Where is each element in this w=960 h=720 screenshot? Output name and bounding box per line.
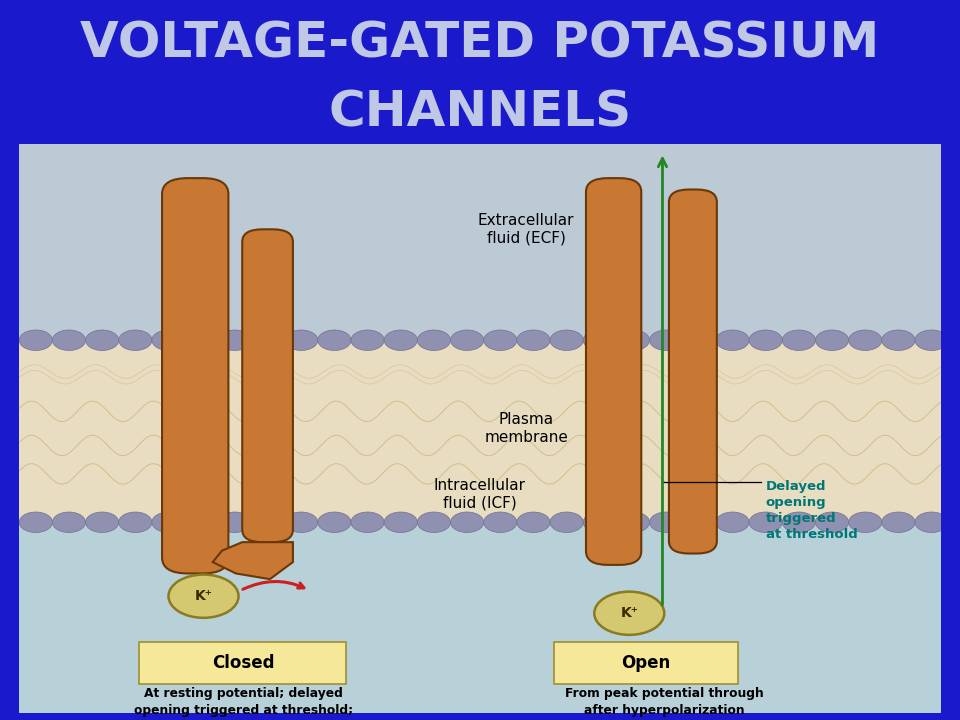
Circle shape: [650, 330, 683, 351]
Circle shape: [749, 512, 782, 533]
Circle shape: [119, 330, 152, 351]
Circle shape: [915, 512, 948, 533]
Circle shape: [185, 512, 218, 533]
Bar: [19, 144, 941, 341]
Text: Open: Open: [621, 654, 670, 672]
Circle shape: [384, 512, 418, 533]
Circle shape: [650, 512, 683, 533]
Circle shape: [915, 330, 948, 351]
Polygon shape: [213, 542, 293, 579]
Circle shape: [218, 512, 252, 533]
Circle shape: [584, 512, 616, 533]
Circle shape: [484, 512, 516, 533]
Circle shape: [53, 512, 85, 533]
Circle shape: [683, 330, 716, 351]
Circle shape: [19, 330, 53, 351]
Text: Delayed
opening
triggered
at threshold: Delayed opening triggered at threshold: [766, 480, 857, 541]
Bar: [19, 522, 941, 713]
Circle shape: [849, 330, 882, 351]
Text: From peak potential through
after hyperpolarization
(+30 mV to –80 mV): From peak potential through after hyperp…: [564, 687, 764, 720]
Text: Closed: Closed: [212, 654, 275, 672]
PathPatch shape: [162, 178, 228, 573]
Circle shape: [683, 512, 716, 533]
Circle shape: [169, 575, 238, 618]
Circle shape: [594, 592, 664, 635]
Text: Extracellular
fluid (ECF): Extracellular fluid (ECF): [478, 213, 574, 246]
Circle shape: [815, 330, 849, 351]
Text: Plasma
membrane: Plasma membrane: [484, 412, 568, 444]
Circle shape: [284, 330, 318, 351]
Circle shape: [749, 330, 782, 351]
Text: K⁺: K⁺: [195, 589, 212, 603]
Text: CHANNELS: CHANNELS: [328, 89, 632, 136]
Circle shape: [516, 512, 550, 533]
Circle shape: [218, 330, 252, 351]
Text: VOLTAGE-GATED POTASSIUM: VOLTAGE-GATED POTASSIUM: [81, 19, 879, 67]
Circle shape: [418, 512, 450, 533]
Circle shape: [550, 330, 584, 351]
Circle shape: [716, 330, 749, 351]
Circle shape: [119, 512, 152, 533]
Circle shape: [185, 330, 218, 351]
FancyBboxPatch shape: [139, 642, 347, 684]
Circle shape: [351, 512, 384, 533]
Circle shape: [584, 330, 616, 351]
Text: At resting potential; delayed
opening triggered at threshold;
remains closed to : At resting potential; delayed opening tr…: [130, 687, 356, 720]
Circle shape: [616, 330, 650, 351]
Circle shape: [252, 330, 284, 351]
Circle shape: [450, 330, 484, 351]
Circle shape: [384, 330, 418, 351]
Circle shape: [418, 330, 450, 351]
Circle shape: [484, 330, 516, 351]
Bar: [19, 341, 941, 522]
FancyBboxPatch shape: [554, 642, 738, 684]
Circle shape: [152, 512, 185, 533]
Circle shape: [882, 330, 915, 351]
Circle shape: [782, 512, 815, 533]
Circle shape: [782, 330, 815, 351]
Circle shape: [19, 512, 53, 533]
Circle shape: [849, 512, 882, 533]
Circle shape: [815, 512, 849, 533]
Circle shape: [85, 512, 119, 533]
Circle shape: [550, 512, 584, 533]
Circle shape: [284, 512, 318, 533]
Circle shape: [516, 330, 550, 351]
PathPatch shape: [242, 229, 293, 542]
Circle shape: [450, 512, 484, 533]
Text: K⁺: K⁺: [620, 606, 638, 620]
Circle shape: [53, 330, 85, 351]
PathPatch shape: [586, 178, 641, 565]
Circle shape: [616, 512, 650, 533]
Circle shape: [318, 330, 351, 351]
Circle shape: [716, 512, 749, 533]
Circle shape: [882, 512, 915, 533]
Circle shape: [152, 330, 185, 351]
Circle shape: [252, 512, 284, 533]
Text: Intracellular
fluid (ICF): Intracellular fluid (ICF): [434, 477, 526, 510]
Circle shape: [85, 330, 119, 351]
Circle shape: [318, 512, 351, 533]
Circle shape: [351, 330, 384, 351]
PathPatch shape: [669, 189, 717, 554]
